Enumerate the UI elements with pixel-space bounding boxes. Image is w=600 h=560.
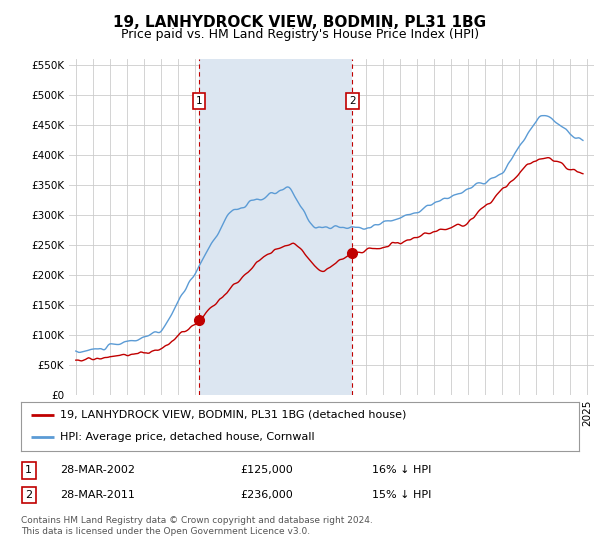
Text: 28-MAR-2002: 28-MAR-2002 (60, 465, 135, 475)
Text: 1: 1 (196, 96, 202, 106)
Text: 19, LANHYDROCK VIEW, BODMIN, PL31 1BG (detached house): 19, LANHYDROCK VIEW, BODMIN, PL31 1BG (d… (60, 410, 406, 420)
Text: 2: 2 (25, 490, 32, 500)
Text: HPI: Average price, detached house, Cornwall: HPI: Average price, detached house, Corn… (60, 432, 314, 442)
Text: 28-MAR-2011: 28-MAR-2011 (60, 490, 135, 500)
Text: 2: 2 (349, 96, 356, 106)
Text: 19, LANHYDROCK VIEW, BODMIN, PL31 1BG: 19, LANHYDROCK VIEW, BODMIN, PL31 1BG (113, 15, 487, 30)
Bar (199, 59, 352, 395)
Text: 15% ↓ HPI: 15% ↓ HPI (372, 490, 431, 500)
Text: £125,000: £125,000 (240, 465, 293, 475)
Text: £236,000: £236,000 (240, 490, 293, 500)
Text: Contains HM Land Registry data © Crown copyright and database right 2024.
This d: Contains HM Land Registry data © Crown c… (21, 516, 373, 536)
Text: 16% ↓ HPI: 16% ↓ HPI (372, 465, 431, 475)
Text: Price paid vs. HM Land Registry's House Price Index (HPI): Price paid vs. HM Land Registry's House … (121, 28, 479, 41)
Text: 1: 1 (25, 465, 32, 475)
